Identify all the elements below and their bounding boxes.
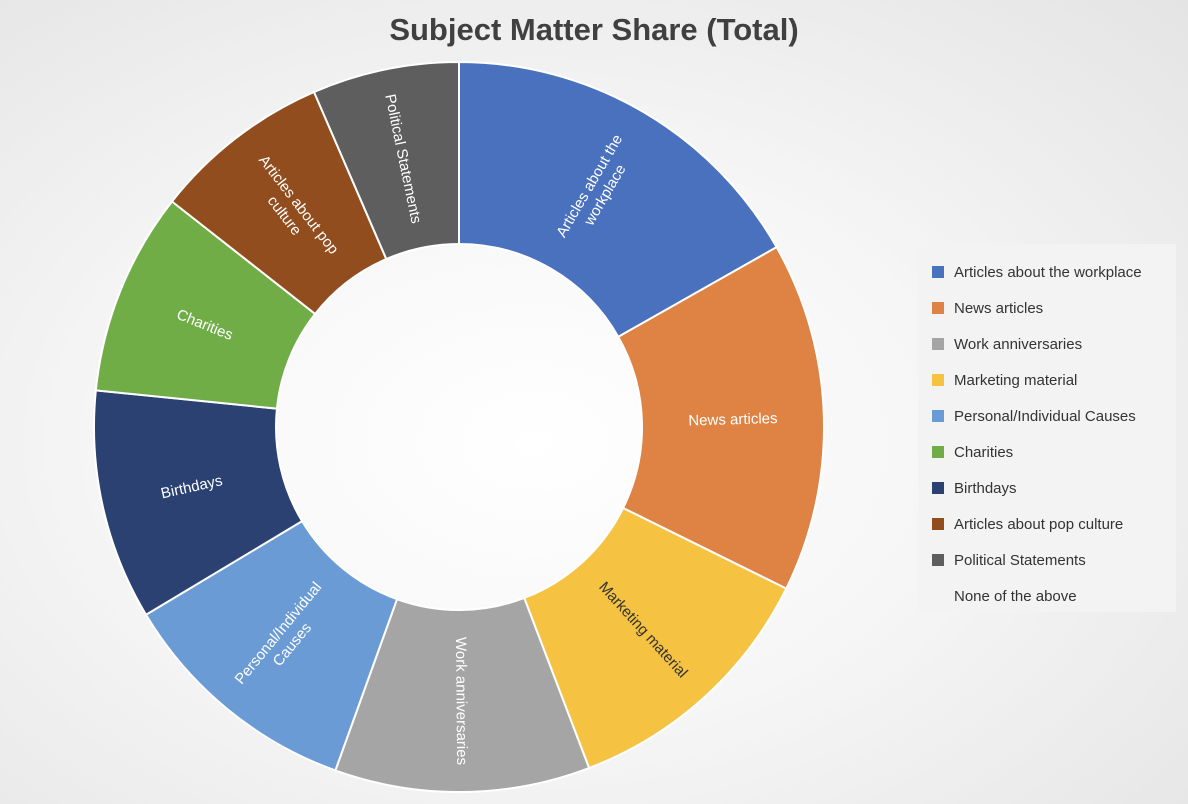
slice-marketing-material <box>522 506 788 770</box>
legend-swatch <box>932 338 944 350</box>
legend-label: Work anniversaries <box>954 335 1083 353</box>
legend-swatch <box>932 446 944 458</box>
legend-label: Charities <box>954 443 1014 461</box>
legend-item-marketing-material: Marketing material <box>932 362 1176 398</box>
legend-item-charities: Charities <box>932 434 1176 470</box>
legend-swatch <box>932 302 944 314</box>
legend-label: Articles about pop culture <box>954 515 1124 533</box>
legend-label: Personal/Individual Causes <box>954 407 1136 425</box>
legend-item-articles-about-pop-culture: Articles about pop culture <box>932 506 1176 542</box>
chart-legend: Articles about the workplace News article… <box>918 244 1176 612</box>
slice-label-news-articles: News articles <box>688 410 778 430</box>
legend-item-political-statements: Political Statements <box>932 542 1176 578</box>
slice-news-articles <box>616 245 825 590</box>
legend-label: News articles <box>954 299 1044 317</box>
slice-articles-about-the-workplace <box>458 60 778 339</box>
legend-label: None of the above <box>954 587 1077 605</box>
legend-swatch <box>932 482 944 494</box>
slice-label-work-anniversaries: Work anniversaries <box>452 637 470 765</box>
slice-political-statements <box>312 60 460 261</box>
legend-item-birthdays: Birthdays <box>932 470 1176 506</box>
legend-swatch <box>932 266 944 278</box>
legend-item-personal-individual-causes: Personal/Individual Causes <box>932 398 1176 434</box>
legend-swatch <box>932 518 944 530</box>
legend-label: Articles about the workplace <box>954 263 1142 281</box>
legend-label: Marketing material <box>954 371 1078 389</box>
legend-item-news-articles: News articles <box>932 290 1176 326</box>
chart-title: Subject Matter Share (Total) <box>389 12 799 47</box>
legend-swatch <box>932 374 944 386</box>
legend-item-articles-about-the-workplace: Articles about the workplace <box>932 254 1176 290</box>
legend-swatch <box>932 590 944 602</box>
legend-swatch <box>932 410 944 422</box>
legend-swatch <box>932 554 944 566</box>
slice-work-anniversaries <box>334 596 591 793</box>
legend-item-none-of-the-above: None of the above <box>932 578 1176 614</box>
legend-item-work-anniversaries: Work anniversaries <box>932 326 1176 362</box>
legend-label: Political Statements <box>954 551 1086 569</box>
legend-label: Birthdays <box>954 479 1017 497</box>
